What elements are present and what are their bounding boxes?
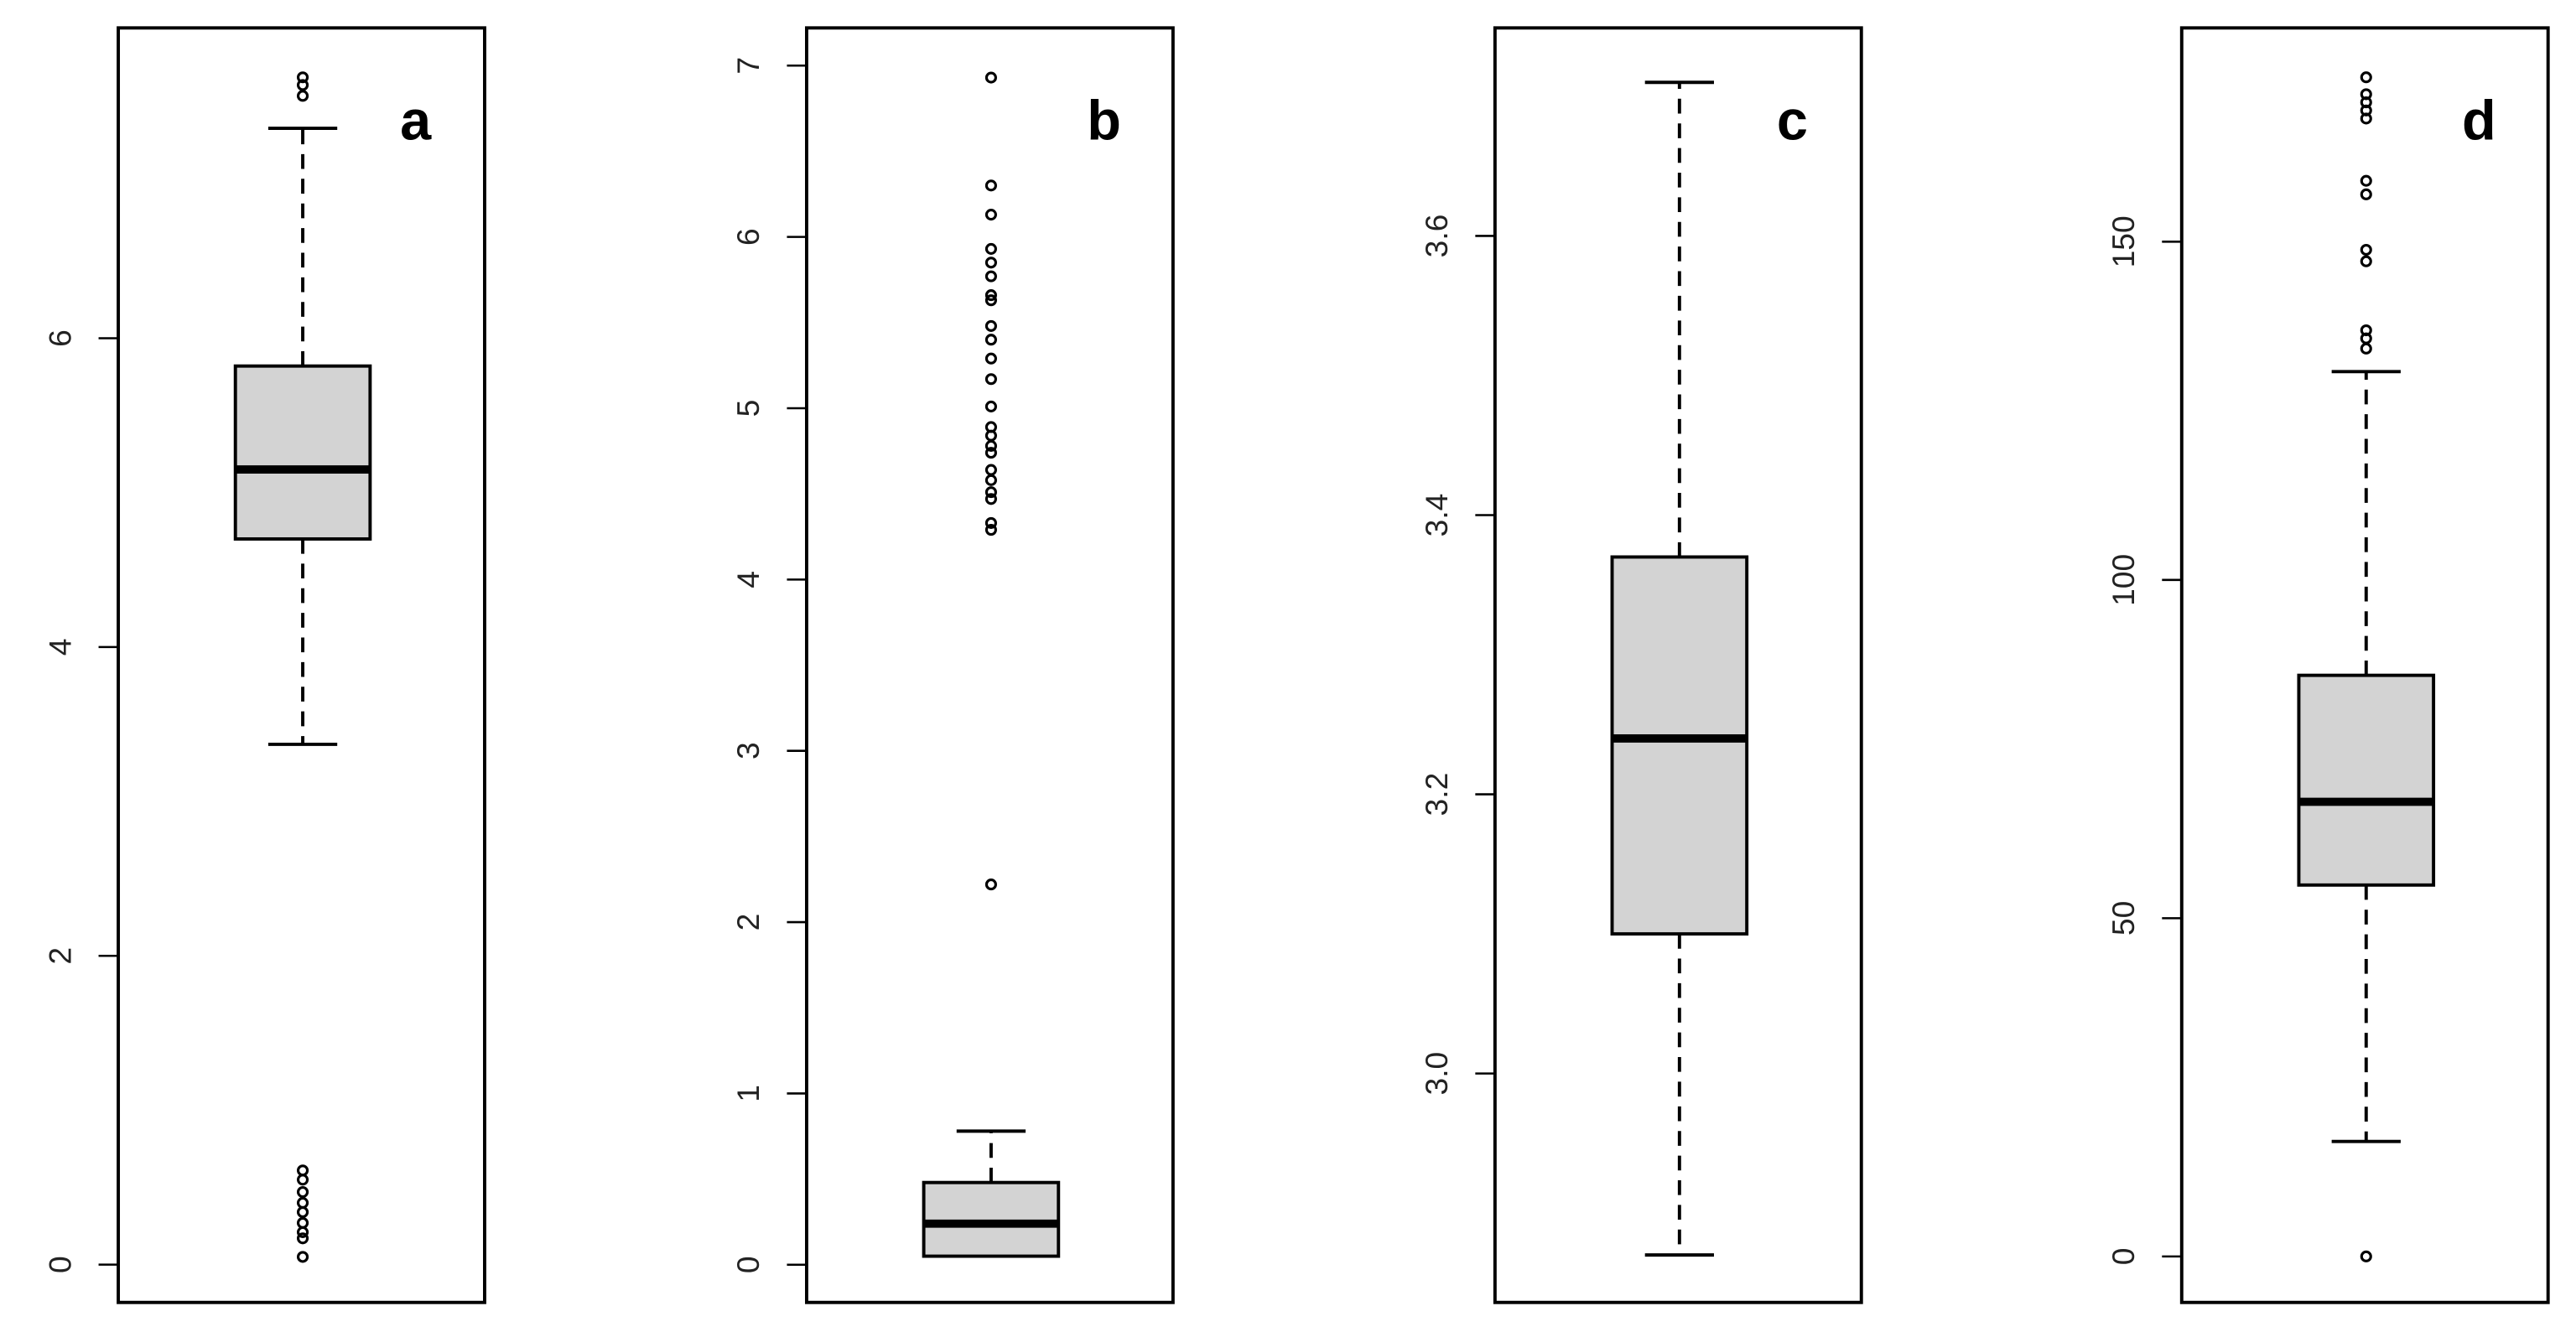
outlier: [984, 270, 997, 282]
plot-frame: [1493, 26, 1863, 1304]
outlier: [296, 1232, 309, 1245]
y-tick-label: 3.6: [1419, 215, 1454, 258]
outlier: [296, 90, 309, 102]
y-tick-label: 100: [2106, 554, 2141, 606]
outlier: [984, 486, 997, 499]
y-tick-label: 7: [730, 57, 766, 75]
outlier: [296, 1205, 309, 1219]
y-tick-label: 50: [2106, 901, 2141, 936]
outlier: [296, 71, 309, 84]
box: [233, 364, 372, 541]
box: [1610, 555, 1749, 936]
outlier: [2360, 188, 2372, 200]
outlier: [984, 209, 997, 221]
outlier: [296, 1216, 309, 1229]
y-tick-label: 5: [730, 400, 766, 417]
y-tick-label: 2: [730, 914, 766, 931]
y-tick-label: 6: [42, 329, 77, 347]
y-tick-label: 3: [730, 742, 766, 759]
outlier: [984, 71, 997, 84]
outlier: [984, 179, 997, 192]
outlier: [984, 257, 997, 269]
panel: 3.0 3.2 3.4 3.6 c: [1419, 26, 1863, 1304]
y-tick-label: 6: [730, 228, 766, 246]
outlier: [984, 516, 997, 529]
outlier: [984, 878, 997, 891]
y-tick-label: 1: [730, 1085, 766, 1102]
outlier: [984, 400, 997, 412]
panel-label: d: [2462, 90, 2496, 152]
outlier: [984, 289, 997, 302]
outlier: [296, 1226, 309, 1238]
panel-label: b: [1087, 90, 1121, 152]
outlier: [296, 1164, 309, 1177]
outlier: [2360, 243, 2372, 257]
outlier: [2360, 88, 2372, 101]
panel: 0 50 100 150 d: [2106, 26, 2550, 1304]
y-tick-label: 2: [42, 947, 77, 965]
panel-label: a: [400, 90, 432, 152]
plot-frame: [2179, 26, 2550, 1304]
outlier: [2360, 174, 2372, 187]
outlier: [296, 1196, 309, 1209]
outlier: [984, 352, 997, 365]
outlier: [984, 447, 997, 459]
plot-frame: [117, 26, 486, 1304]
outlier: [984, 464, 997, 476]
y-tick-label: 4: [730, 571, 766, 588]
outlier: [2360, 255, 2372, 267]
outlier: [984, 373, 997, 386]
outlier: [984, 524, 997, 536]
plot-frame: [804, 26, 1175, 1304]
outlier: [984, 294, 997, 307]
y-tick-label: 3.2: [1419, 773, 1454, 816]
panel: 0 2 4 6 a: [42, 26, 486, 1304]
y-tick-label: 0: [2106, 1248, 2141, 1266]
outlier: [296, 79, 309, 91]
y-tick-label: 0: [42, 1256, 77, 1273]
box: [2297, 673, 2436, 887]
outlier: [984, 334, 997, 346]
outlier: [2360, 1250, 2372, 1262]
outlier: [296, 1185, 309, 1199]
outlier: [296, 1174, 309, 1186]
outlier: [984, 474, 997, 486]
outlier: [984, 242, 997, 255]
y-tick-label: 4: [42, 639, 77, 656]
outlier: [2360, 71, 2372, 84]
y-tick-label: 150: [2106, 215, 2141, 267]
outlier: [984, 439, 997, 452]
panel: 0 1 2 3 4 5 6 7 b: [730, 26, 1175, 1304]
y-tick-label: 0: [730, 1256, 766, 1273]
y-tick-label: 3.0: [1419, 1052, 1454, 1096]
outlier: [296, 1251, 309, 1263]
outlier: [2360, 342, 2372, 355]
outlier: [984, 493, 997, 505]
outlier: [984, 319, 997, 332]
outlier: [2360, 324, 2372, 337]
y-tick-label: 3.4: [1419, 494, 1454, 537]
box: [922, 1180, 1061, 1258]
panel-label: c: [1777, 90, 1808, 152]
